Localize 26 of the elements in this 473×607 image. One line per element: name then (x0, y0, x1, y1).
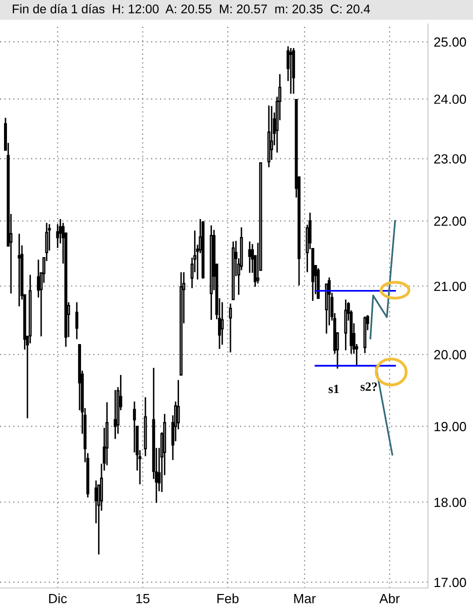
x-tick-label: Mar (294, 594, 316, 604)
candlestick (248, 240, 252, 274)
annotation: s2? (360, 382, 377, 391)
chart-title: Fin de día 1 días H: 12:00 A: 20.55 M: 20.57 m: 20.35 C: 20.4 (12, 4, 370, 14)
y-tick-label: 23.00 (434, 154, 466, 164)
candlestick (344, 298, 348, 351)
y-tick-label: 18.00 (434, 498, 466, 508)
candlestick (75, 302, 78, 340)
y-tick-label: 20.00 (434, 350, 466, 360)
x-tick-label: Feb (217, 594, 239, 604)
candlestick (56, 223, 60, 249)
y-tick-label: 21.00 (434, 282, 466, 292)
x-tick-label: Dic (49, 594, 67, 604)
y-tick-label: 24.00 (434, 94, 466, 104)
candlestick (132, 400, 136, 454)
x-tick-label: Abr (379, 594, 400, 604)
annotation: s1 (328, 384, 339, 394)
y-tick-label: 25.00 (434, 37, 466, 47)
candlestick (289, 47, 292, 94)
y-tick-label: 17.00 (434, 578, 466, 588)
candlestick (228, 302, 232, 354)
x-tick-label: 15 (136, 594, 150, 604)
y-tick-label: 19.00 (434, 422, 466, 432)
y-tick-label: 22.00 (434, 216, 466, 226)
candlestick (114, 389, 117, 440)
candlestick (18, 233, 21, 307)
